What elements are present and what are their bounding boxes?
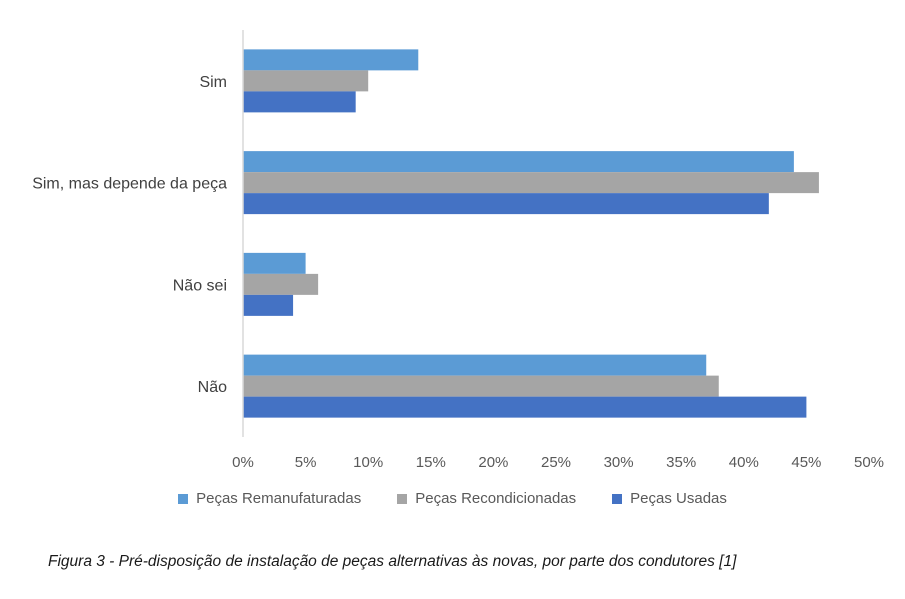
legend-swatch	[178, 493, 189, 504]
bar	[243, 70, 369, 92]
x-tick-label: 15%	[416, 454, 446, 471]
figure-caption: Figura 3 - Pré-disposição de instalação …	[48, 553, 737, 570]
bar-chart: Sim Sim, mas depende da peça Não sei Não 0% 5…	[32, 30, 884, 471]
category-label: Sim, mas depende da peça	[32, 176, 227, 193]
bar	[243, 151, 794, 173]
bar	[243, 294, 294, 316]
x-tick-label: 50%	[854, 454, 884, 471]
legend-label: Peças Recondicionadas	[415, 490, 577, 507]
bar	[243, 49, 419, 71]
x-tick-label: 30%	[604, 454, 634, 471]
category-label: Sim	[199, 74, 227, 91]
bar	[243, 375, 719, 397]
category-label: Não sei	[173, 277, 227, 294]
category-label: Não	[198, 379, 227, 396]
bar	[243, 396, 807, 418]
x-tick-label: 35%	[666, 454, 696, 471]
x-tick-label: 45%	[791, 454, 821, 471]
legend-item-recondicionadas: Peças Recondicionadas	[397, 490, 576, 507]
x-tick-label: 10%	[353, 454, 383, 471]
bar	[243, 354, 707, 376]
legend-item-remanufaturadas: Peças Remanufaturadas	[178, 490, 361, 507]
legend-swatch	[612, 493, 623, 504]
x-tick-label: 20%	[478, 454, 508, 471]
bar	[243, 193, 769, 215]
legend-label: Peças Remanufaturadas	[196, 490, 362, 507]
x-tick-label: 40%	[729, 454, 759, 471]
bar	[243, 91, 356, 113]
legend-item-usadas: Peças Usadas	[612, 490, 727, 507]
bar	[243, 252, 306, 274]
legend-label: Peças Usadas	[630, 490, 727, 507]
bar	[243, 273, 319, 295]
bar	[243, 172, 819, 194]
legend-swatch	[397, 493, 408, 504]
x-tick-label: 5%	[295, 454, 317, 471]
x-tick-label: 0%	[232, 454, 254, 471]
chart-legend: Peças Remanufaturadas Peças Recondiciona…	[0, 490, 905, 507]
x-tick-label: 25%	[541, 454, 571, 471]
